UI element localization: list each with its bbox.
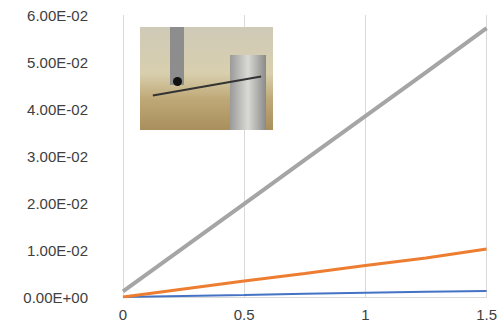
svg-text:1.00E-02: 1.00E-02 <box>27 242 88 259</box>
svg-text:3.00E-02: 3.00E-02 <box>27 148 88 165</box>
svg-text:5.00E-02: 5.00E-02 <box>27 54 88 71</box>
svg-text:0.00E+00: 0.00E+00 <box>23 289 88 306</box>
svg-text:2.00E-02: 2.00E-02 <box>27 195 88 212</box>
svg-text:0: 0 <box>119 306 127 323</box>
svg-text:6.00E-02: 6.00E-02 <box>27 7 88 24</box>
svg-text:4.00E-02: 4.00E-02 <box>27 101 88 118</box>
svg-text:1.5: 1.5 <box>476 306 497 323</box>
svg-text:0.5: 0.5 <box>234 306 255 323</box>
svg-text:1: 1 <box>361 306 369 323</box>
